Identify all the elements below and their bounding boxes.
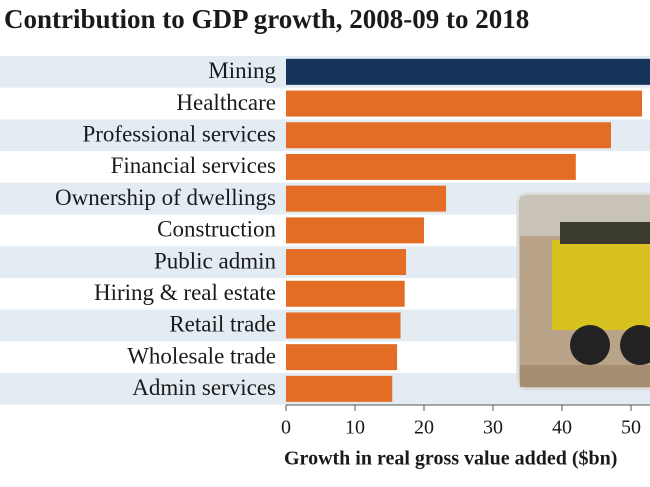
y-tick-label: Healthcare — [176, 90, 276, 115]
y-tick-label: Professional services — [82, 122, 276, 147]
x-tick-label: 0 — [281, 417, 291, 439]
y-tick-label: Public admin — [154, 248, 277, 273]
y-tick-label: Admin services — [132, 375, 276, 400]
bar — [286, 249, 407, 276]
y-tick-label: Hiring & real estate — [94, 280, 276, 305]
bar — [286, 185, 447, 212]
x-axis-label: Growth in real gross value added ($bn) — [284, 448, 617, 470]
y-tick-label: Ownership of dwellings — [55, 185, 276, 210]
y-tick-label: Retail trade — [169, 312, 276, 337]
y-tick-label: Mining — [208, 58, 276, 83]
bar — [286, 312, 401, 339]
bar — [286, 280, 405, 307]
x-tick-label: 30 — [483, 417, 503, 439]
bar — [286, 375, 393, 402]
photo — [516, 192, 650, 391]
bar — [286, 122, 611, 149]
y-tick-label: Wholesale trade — [127, 343, 276, 368]
bar — [286, 90, 643, 117]
x-tick-label: 10 — [345, 417, 365, 439]
x-tick-label: 20 — [414, 417, 434, 439]
chart-title: Contribution to GDP growth, 2008-09 to 2… — [4, 4, 529, 34]
y-tick-label: Construction — [157, 217, 276, 242]
y-tick-label: Financial services — [111, 153, 276, 178]
bar — [286, 153, 576, 180]
x-tick-label: 50 — [621, 417, 641, 439]
x-tick-label: 40 — [552, 417, 572, 439]
bar — [286, 58, 650, 85]
bar — [286, 344, 398, 371]
bar — [286, 217, 424, 244]
